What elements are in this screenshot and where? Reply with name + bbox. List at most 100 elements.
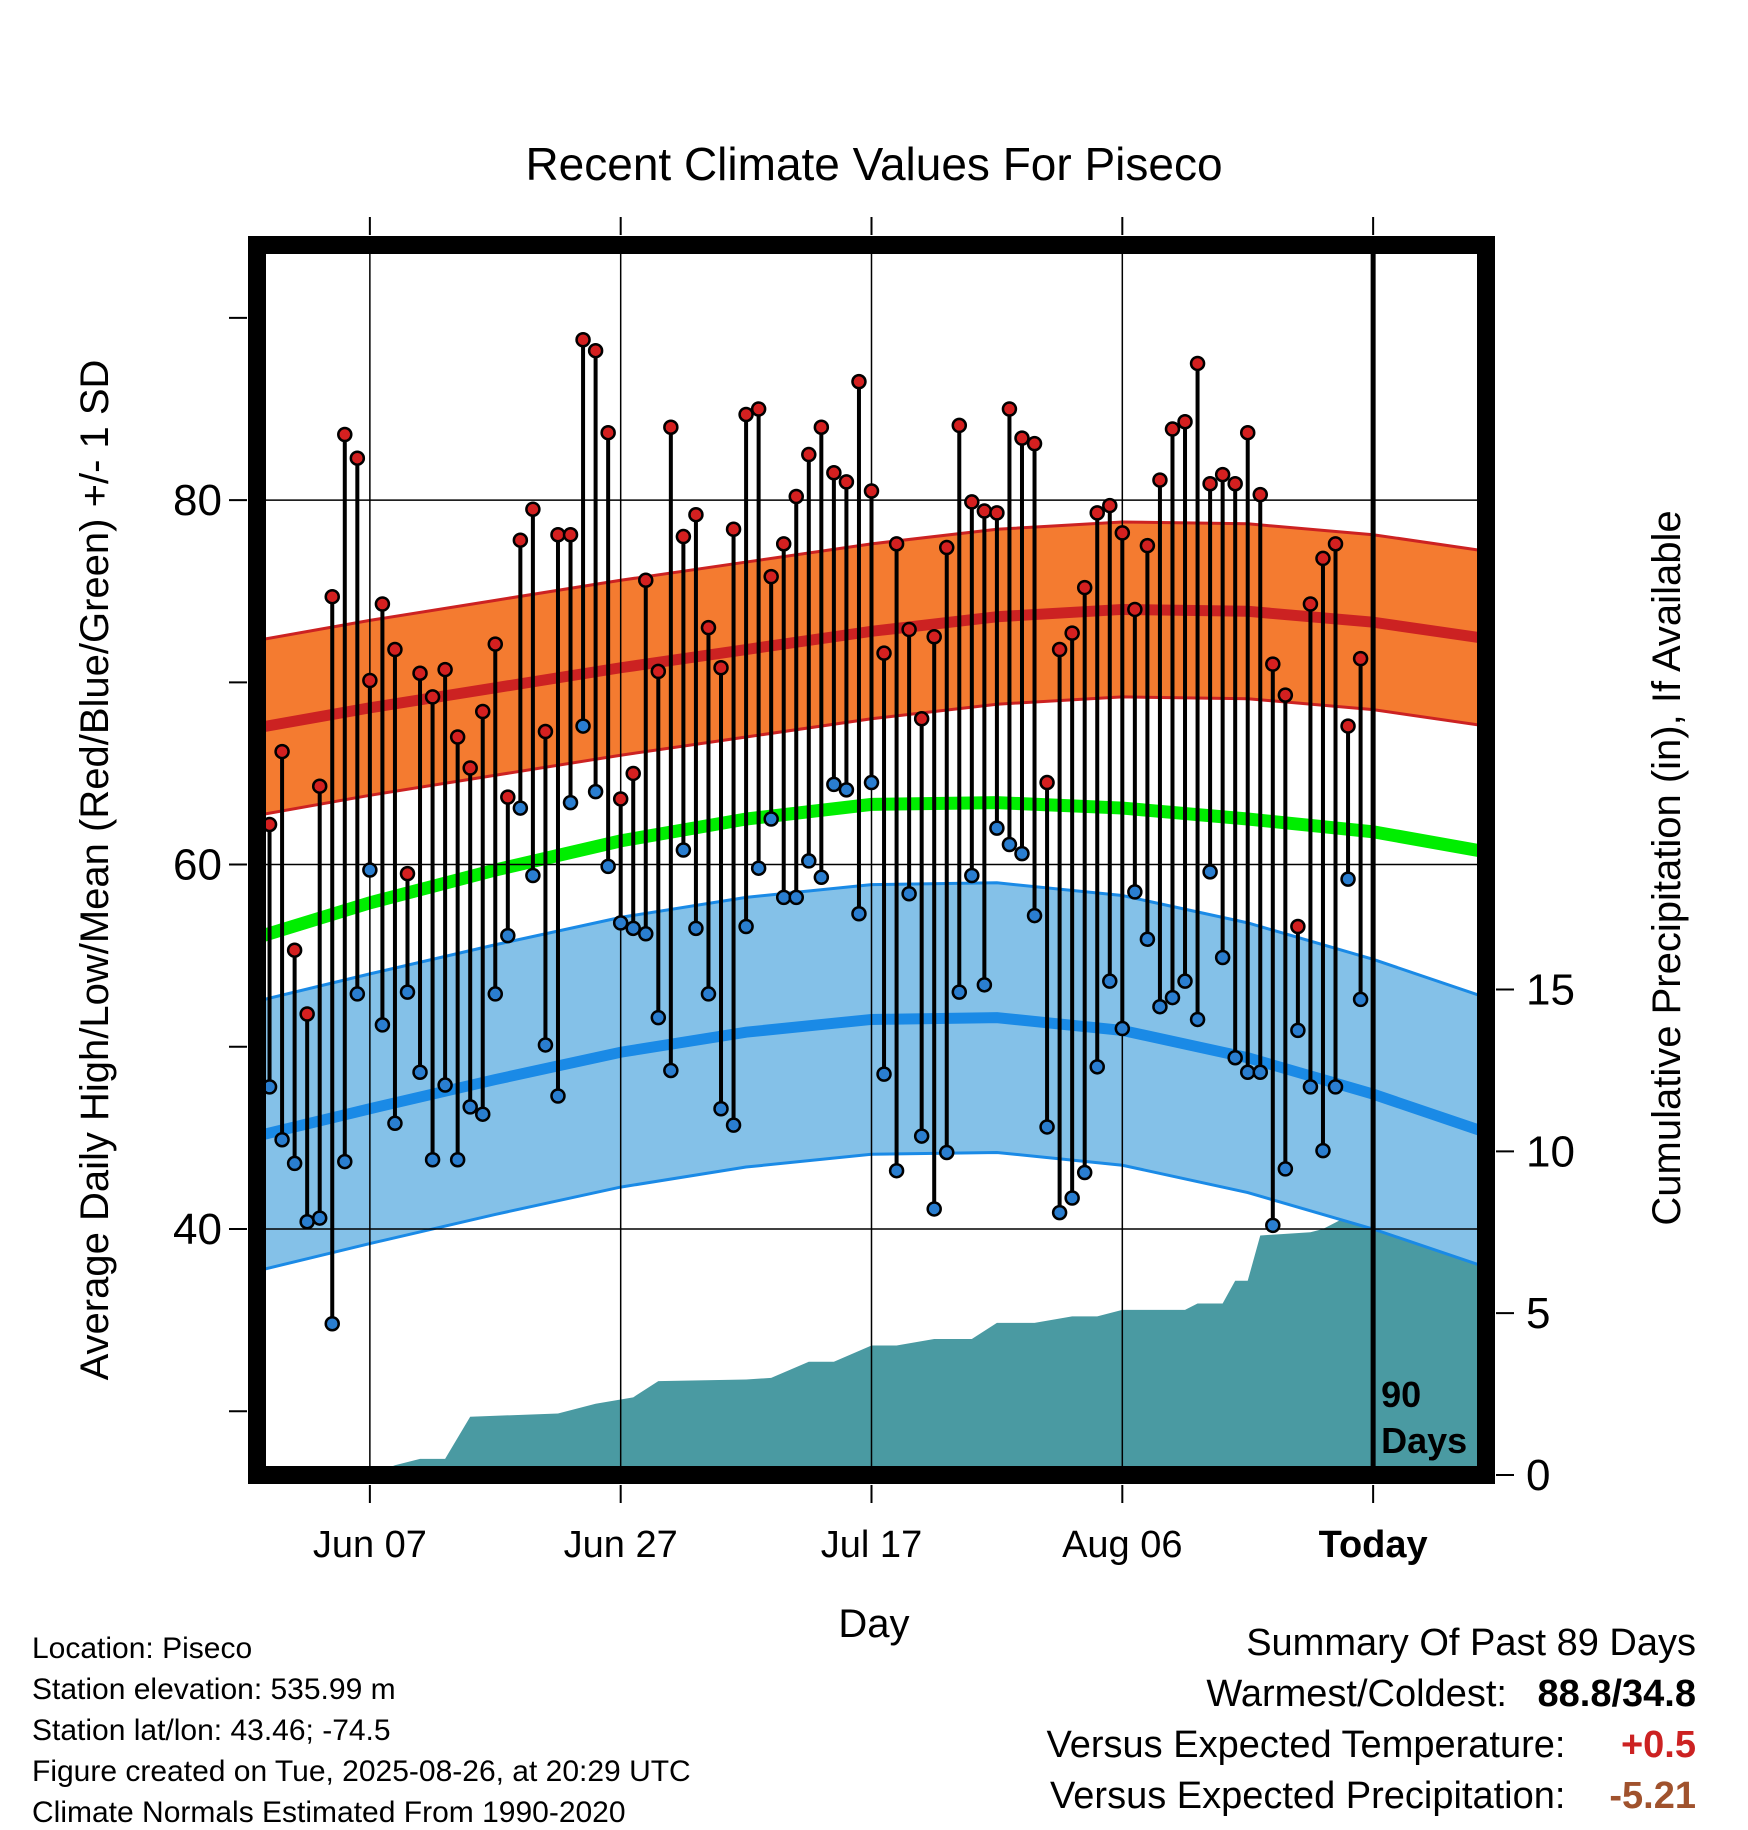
daily-high-point [1089,505,1105,521]
daily-high-point [989,505,1005,521]
daily-high-point [813,419,830,435]
summary-precip-label: Versus Expected Precipitation: [1050,1775,1566,1817]
daily-high-point [512,532,529,548]
daily-low-point [500,927,516,944]
daily-low-point [1001,836,1018,853]
daily-low-point [1127,884,1143,900]
daily-low-point [700,986,717,1002]
daily-high-point [1001,401,1018,417]
plot-content: 90 Days [257,245,1486,1475]
daily-high-point [1327,536,1344,552]
daily-low-point [1076,1164,1093,1181]
footer-elevation: Station elevation: 535.99 m [32,1673,396,1706]
footer-location: Location: Piseco [32,1632,253,1665]
daily-high-point [1352,650,1369,667]
today-days-word: Days [1381,1420,1467,1461]
daily-high-point [399,865,416,882]
daily-high-point [474,703,491,720]
daily-high-point [788,488,805,505]
daily-high-point [1164,421,1181,437]
daily-low-point [311,1210,328,1226]
daily-low-point [1340,871,1356,887]
daily-high-point [1064,625,1080,641]
summary-precip-value: -5.21 [1609,1775,1696,1817]
daily-high-point [838,474,855,490]
summary-warmest-value: 88.8/34.8 [1537,1673,1696,1715]
daily-high-point [1102,497,1118,514]
daily-high-point [437,661,453,678]
y-left-tick-label: 80 [173,476,222,525]
footer-created: Figure created on Tue, 2025-08-26, at 20… [32,1755,691,1788]
daily-high-point [926,629,942,645]
y-axis-label-right: Cumulative Precipitation (in), If Availa… [1645,510,1689,1225]
daily-high-point [1340,718,1356,734]
daily-high-point [562,526,579,543]
daily-low-point [362,862,378,878]
daily-high-point [537,723,554,740]
daily-high-point [1290,918,1306,935]
daily-high-point [274,743,290,760]
x-axis-label: Day [838,1602,909,1646]
daily-high-point [1139,537,1156,554]
daily-high-point [801,446,817,463]
daily-low-point [763,811,779,827]
daily-low-point [775,889,792,906]
daily-low-point [1315,1142,1331,1159]
daily-low-point [801,853,817,869]
daily-low-point [1290,1022,1306,1039]
x-tick-label: Today [1319,1524,1428,1566]
daily-low-point [1327,1079,1344,1095]
daily-low-point [688,920,704,937]
daily-low-point [1202,864,1218,880]
daily-low-point [888,1162,905,1179]
daily-low-point [550,1088,566,1104]
daily-high-point [1026,435,1043,452]
daily-low-point [675,842,692,858]
daily-low-point [562,794,579,811]
daily-high-point [387,641,403,658]
daily-low-point [374,1017,391,1033]
daily-high-point [286,942,303,958]
daily-low-point [901,885,917,902]
daily-high-point [362,672,378,689]
daily-high-point [1076,579,1093,596]
daily-low-point [1189,1011,1206,1028]
daily-low-point [738,918,754,935]
daily-low-point [1352,991,1369,1008]
daily-low-point [449,1152,466,1168]
daily-low-point [612,915,629,931]
daily-high-point [1189,355,1206,372]
daily-high-point [638,572,654,589]
daily-low-point [286,1155,303,1172]
footer-latlon: Station lat/lon: 43.46; -74.5 [32,1714,391,1747]
daily-high-point [500,789,516,805]
daily-low-point [537,1037,554,1053]
x-tick-label: Jun 07 [313,1524,427,1566]
daily-low-point [324,1316,340,1332]
plot-area: 90 Days 40 60 80 0 5 10 15 Jun 07 Jun 27 Jul 17 Aug … [173,217,1575,1566]
y-axis-label-left: Average Daily High/Low/Mean (Red/Blue/Gr… [73,360,117,1381]
daily-high-point [600,424,616,441]
daily-low-point [1102,973,1118,989]
y-left-tick-label: 40 [173,1205,222,1254]
chart-title: Recent Climate Values For Piseco [525,138,1222,190]
daily-low-point [1039,1119,1055,1135]
daily-low-point [1089,1059,1105,1075]
y-right-tick-label: 0 [1526,1451,1550,1500]
daily-low-point [725,1117,742,1133]
daily-low-point [575,718,591,734]
daily-high-point [725,521,742,538]
daily-high-point [964,494,980,510]
summary-heading: Summary Of Past 89 Days [1246,1622,1696,1664]
daily-low-point [1064,1190,1080,1206]
daily-high-point [650,663,667,680]
daily-high-point [550,526,566,543]
plot-frame [248,236,1495,1484]
daily-low-point [750,860,767,876]
daily-low-point [638,926,654,942]
daily-low-point [1214,949,1231,966]
daily-low-point [926,1201,942,1217]
daily-high-point [663,419,679,435]
daily-high-point [901,621,917,638]
daily-low-point [387,1115,403,1132]
